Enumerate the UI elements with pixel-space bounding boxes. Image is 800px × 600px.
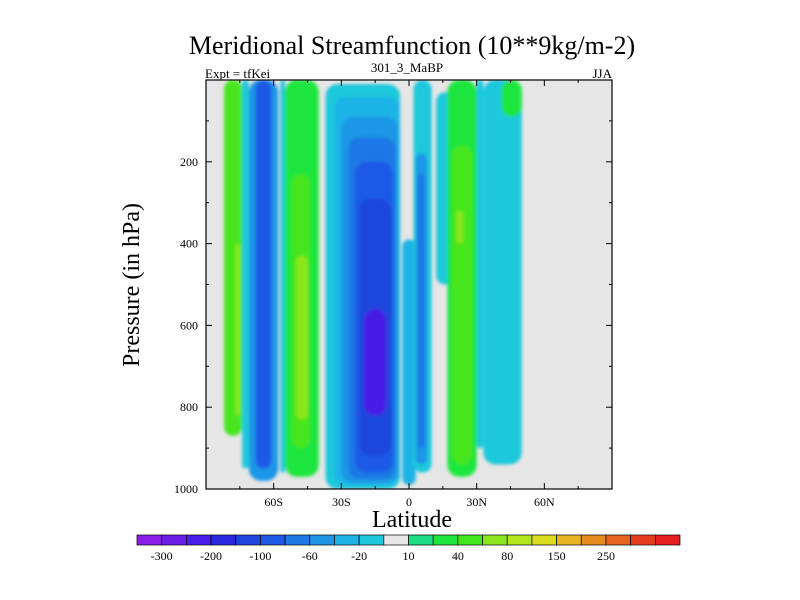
contour-cell-15 (363, 309, 387, 416)
colorbar: -300 -200 -100 -60 -20 10 40 80 150 250 (136, 534, 681, 563)
contour-cell-22 (451, 145, 473, 465)
colorbar-label-4: -20 (351, 549, 367, 563)
contour-cell-24 (476, 80, 484, 449)
y-axis-label: Pressure (in hPa) (119, 203, 145, 367)
x-tick-label-2: 0 (406, 495, 412, 509)
contour-cell-16 (402, 239, 416, 485)
left-subtitle: Expt = tfKei (205, 66, 270, 81)
contour-cell-19 (418, 174, 425, 449)
colorbar-swatch-4 (235, 534, 261, 546)
colorbar-swatch-10 (383, 534, 409, 546)
contour-cell-8 (296, 255, 308, 420)
colorbar-swatch-3 (210, 534, 237, 546)
colorbar-swatch-7 (309, 534, 335, 546)
x-axis-label: Latitude (372, 507, 452, 533)
x-tick-label-0: 60S (264, 495, 283, 509)
colorbar-swatch-8 (334, 534, 360, 546)
colorbar-swatch-5 (260, 534, 286, 546)
colorbar-label-9: 250 (597, 549, 615, 563)
x-axis-ticks: 60S 30S 0 30N 60N (239, 80, 579, 509)
colorbar-swatch-18 (580, 534, 607, 546)
right-subtitle: JJA (592, 66, 612, 81)
x-tick-label-3: 30N (466, 495, 487, 509)
colorbar-swatch-2 (186, 534, 212, 546)
y-tick-label-3: 800 (180, 400, 198, 414)
y-tick-label-1: 400 (180, 237, 198, 251)
colorbar-swatch-11 (408, 534, 434, 546)
colorbar-swatch-0 (136, 534, 163, 546)
contour-cell-26 (501, 80, 522, 117)
colorbar-swatch-17 (556, 534, 582, 546)
colorbar-swatch-12 (432, 534, 459, 546)
contour-cell-5 (280, 80, 285, 473)
colorbar-swatch-9 (358, 534, 385, 546)
y-tick-label-0: 200 (180, 155, 198, 169)
colorbar-label-6: 40 (452, 549, 464, 563)
contour-cell-2 (242, 80, 249, 469)
colorbar-swatch-20 (630, 534, 656, 546)
colorbar-swatch-15 (506, 534, 533, 546)
colorbar-swatch-1 (161, 534, 187, 546)
contour-cell-4 (255, 80, 272, 469)
contour-cell-23 (456, 210, 464, 244)
x-tick-label-4: 60N (534, 495, 555, 509)
y-axis-ticks: 200 400 600 800 1000 (174, 120, 612, 496)
colorbar-swatch-6 (284, 534, 311, 546)
colorbar-label-5: 10 (403, 549, 415, 563)
colorbar-label-8: 150 (548, 549, 566, 563)
chart-title: Meridional Streamfunction (10**9kg/m-2) (189, 31, 635, 60)
colorbar-swatch-16 (531, 534, 557, 546)
contour-cell-25 (483, 80, 522, 465)
colorbar-swatch-21 (654, 534, 681, 546)
x-tick-label-1: 30S (332, 495, 351, 509)
contour-fills (224, 80, 522, 489)
colorbar-label-7: 80 (501, 549, 513, 563)
colorbar-label-2: -100 (249, 549, 271, 563)
contour-cell-1 (235, 243, 240, 416)
colorbar-label-1: -200 (200, 549, 222, 563)
colorbar-label-3: -60 (302, 549, 318, 563)
colorbar-swatch-13 (457, 534, 483, 546)
colorbar-swatch-19 (605, 534, 631, 546)
y-tick-label-4: 1000 (174, 482, 198, 496)
center-subtitle: 301_3_MaBP (371, 60, 443, 75)
colorbar-label-0: -300 (151, 549, 173, 563)
colorbar-swatch-14 (482, 534, 508, 546)
y-tick-label-2: 600 (180, 318, 198, 332)
